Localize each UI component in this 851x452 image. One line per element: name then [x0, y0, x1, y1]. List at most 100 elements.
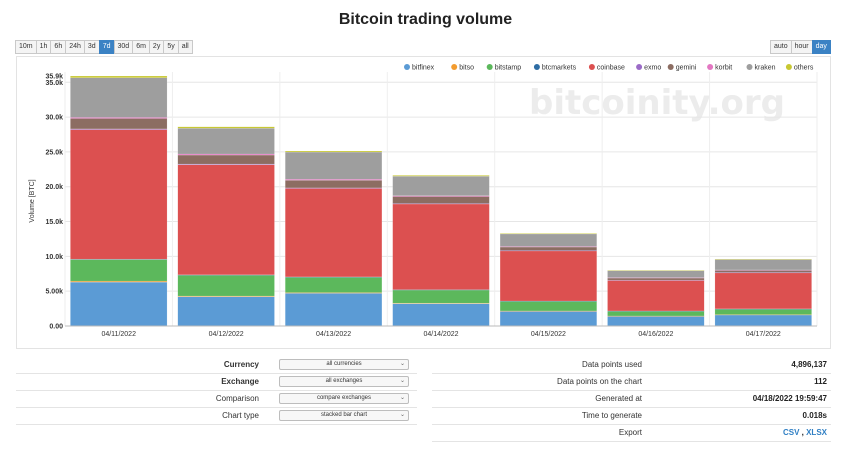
- control-label: Chart type: [222, 411, 259, 420]
- watermark-text: bitcoinity.org: [529, 83, 785, 123]
- stat-row: Time to generate 0.018s: [432, 408, 831, 425]
- range-button-30d[interactable]: 30d: [113, 40, 134, 54]
- range-button-7d[interactable]: 7d: [98, 40, 115, 54]
- control-select[interactable]: stacked bar chart ⌄: [279, 410, 409, 421]
- control-label: Exchange: [221, 377, 259, 386]
- legend-marker-kraken[interactable]: [746, 64, 753, 70]
- bar-segment-coinbase[interactable]: [714, 272, 812, 310]
- legend-marker-coinbase[interactable]: [588, 64, 595, 70]
- legend-label-coinbase[interactable]: coinbase: [597, 65, 625, 72]
- legend-label-bitso[interactable]: bitso: [459, 65, 474, 72]
- range-button-3d[interactable]: 3d: [83, 40, 100, 54]
- legend-marker-btcmarkets[interactable]: [533, 64, 540, 70]
- bar-segment-kraken[interactable]: [714, 259, 812, 271]
- legend-label-btcmarkets[interactable]: btcmarkets: [542, 65, 577, 72]
- bar-segment-bitstamp[interactable]: [499, 301, 597, 312]
- range-button-5y[interactable]: 5y: [163, 40, 179, 54]
- control-select[interactable]: all currencies ⌄: [279, 359, 409, 370]
- legend-label-kraken[interactable]: kraken: [755, 65, 776, 72]
- range-button-2y[interactable]: 2y: [148, 40, 165, 54]
- bar-segment-others[interactable]: [607, 270, 705, 271]
- bar-segment-others[interactable]: [70, 75, 168, 78]
- export-xlsx-link[interactable]: XLSX: [806, 428, 827, 437]
- bar-segment-btcmarkets[interactable]: [392, 289, 490, 291]
- bar-segment-coinbase[interactable]: [499, 250, 597, 302]
- bar-segment-gemini[interactable]: [70, 118, 168, 130]
- bar-segment-bitstamp[interactable]: [285, 277, 383, 293]
- bar-segment-coinbase[interactable]: [607, 280, 705, 312]
- legend-marker-korbit[interactable]: [707, 64, 714, 70]
- bar-segment-kraken[interactable]: [499, 233, 597, 247]
- legend-label-gemini[interactable]: gemini: [676, 65, 697, 72]
- bar-segment-gemini[interactable]: [392, 196, 490, 204]
- bar-segment-others[interactable]: [392, 175, 490, 177]
- bar-segment-kraken[interactable]: [392, 176, 490, 196]
- bar-segment-bitso[interactable]: [70, 280, 168, 283]
- bar-segment-kraken[interactable]: [177, 128, 275, 155]
- bar-segment-coinbase[interactable]: [70, 129, 168, 260]
- bar-segment-others[interactable]: [285, 150, 383, 153]
- range-button-all[interactable]: all: [177, 40, 193, 54]
- range-button-24h[interactable]: 24h: [65, 40, 85, 54]
- resolution-button-auto[interactable]: auto: [770, 40, 792, 54]
- bar-segment-gemini[interactable]: [499, 246, 597, 251]
- resolution-button-hour[interactable]: hour: [790, 40, 813, 54]
- bar-segment-others[interactable]: [177, 126, 275, 129]
- bar-segment-bitfinex[interactable]: [177, 296, 275, 327]
- y-tick-label: 20.0k: [45, 184, 63, 191]
- bar-segment-bitfinex[interactable]: [607, 316, 705, 327]
- legend-marker-gemini[interactable]: [667, 64, 674, 70]
- control-select-value: stacked bar chart: [320, 412, 368, 418]
- legend-marker-exmo[interactable]: [636, 64, 643, 70]
- export-links: CSV , XLSX: [783, 428, 827, 437]
- x-tick-label: 04/16/2022: [638, 331, 673, 338]
- bar-segment-bitstamp[interactable]: [177, 274, 275, 297]
- bar-segment-bitstamp[interactable]: [607, 310, 705, 317]
- range-button-6h[interactable]: 6h: [50, 40, 67, 54]
- bar-segment-coinbase[interactable]: [177, 164, 275, 276]
- legend-label-korbit[interactable]: korbit: [715, 65, 732, 72]
- legend-marker-bitstamp[interactable]: [486, 64, 493, 70]
- bar-segment-bitfinex[interactable]: [285, 293, 383, 327]
- stats-table: Data points used 4,896,137 Data points on …: [432, 357, 831, 442]
- range-button-6m[interactable]: 6m: [132, 40, 150, 54]
- legend-marker-bitso[interactable]: [451, 64, 458, 70]
- bar-segment-bitstamp[interactable]: [70, 259, 168, 282]
- bar-segment-bitfinex[interactable]: [714, 314, 812, 327]
- bar-segment-others[interactable]: [499, 233, 597, 235]
- bar-segment-gemini[interactable]: [714, 270, 812, 273]
- bar-segment-bitso[interactable]: [499, 310, 597, 312]
- control-select[interactable]: all exchanges ⌄: [279, 376, 409, 387]
- legend-marker-others[interactable]: [785, 64, 792, 70]
- legend-label-exmo[interactable]: exmo: [644, 65, 661, 72]
- control-select[interactable]: compare exchanges ⌄: [279, 393, 409, 404]
- bar-segment-gemini[interactable]: [177, 154, 275, 165]
- range-button-1h[interactable]: 1h: [35, 40, 52, 54]
- bar-segment-coinbase[interactable]: [392, 203, 490, 290]
- bar-segment-coinbase[interactable]: [285, 188, 383, 278]
- legend-label-bitfinex[interactable]: bitfinex: [412, 65, 435, 72]
- bar-segment-bitso[interactable]: [285, 292, 383, 294]
- bar-segment-kraken[interactable]: [607, 270, 705, 278]
- bar-segment-gemini[interactable]: [607, 277, 705, 281]
- bar-segment-bitstamp[interactable]: [392, 289, 490, 304]
- stat-row: Data points on the chart 112: [432, 374, 831, 391]
- resolution-buttons: auto hour day: [770, 40, 831, 54]
- bar-segment-kraken[interactable]: [285, 151, 383, 180]
- bar-segment-bitfinex[interactable]: [499, 311, 597, 327]
- resolution-button-day[interactable]: day: [811, 40, 831, 54]
- legend-marker-bitfinex[interactable]: [404, 64, 410, 70]
- legend-label-others[interactable]: others: [794, 65, 814, 72]
- bar-segment-korbit[interactable]: [177, 153, 275, 156]
- control-row: Comparison compare exchanges ⌄: [16, 391, 417, 408]
- bar-segment-kraken[interactable]: [70, 77, 168, 118]
- bar-segment-bitstamp[interactable]: [714, 308, 812, 315]
- bar-segment-bitfinex[interactable]: [70, 281, 168, 327]
- bar-segment-bitfinex[interactable]: [392, 303, 490, 327]
- legend-label-bitstamp[interactable]: bitstamp: [495, 65, 522, 72]
- x-tick-label: 04/15/2022: [531, 331, 566, 338]
- bar-segment-gemini[interactable]: [285, 180, 383, 189]
- bar-segment-others[interactable]: [714, 258, 812, 260]
- export-csv-link[interactable]: CSV: [782, 428, 800, 437]
- range-button-10m[interactable]: 10m: [15, 40, 37, 54]
